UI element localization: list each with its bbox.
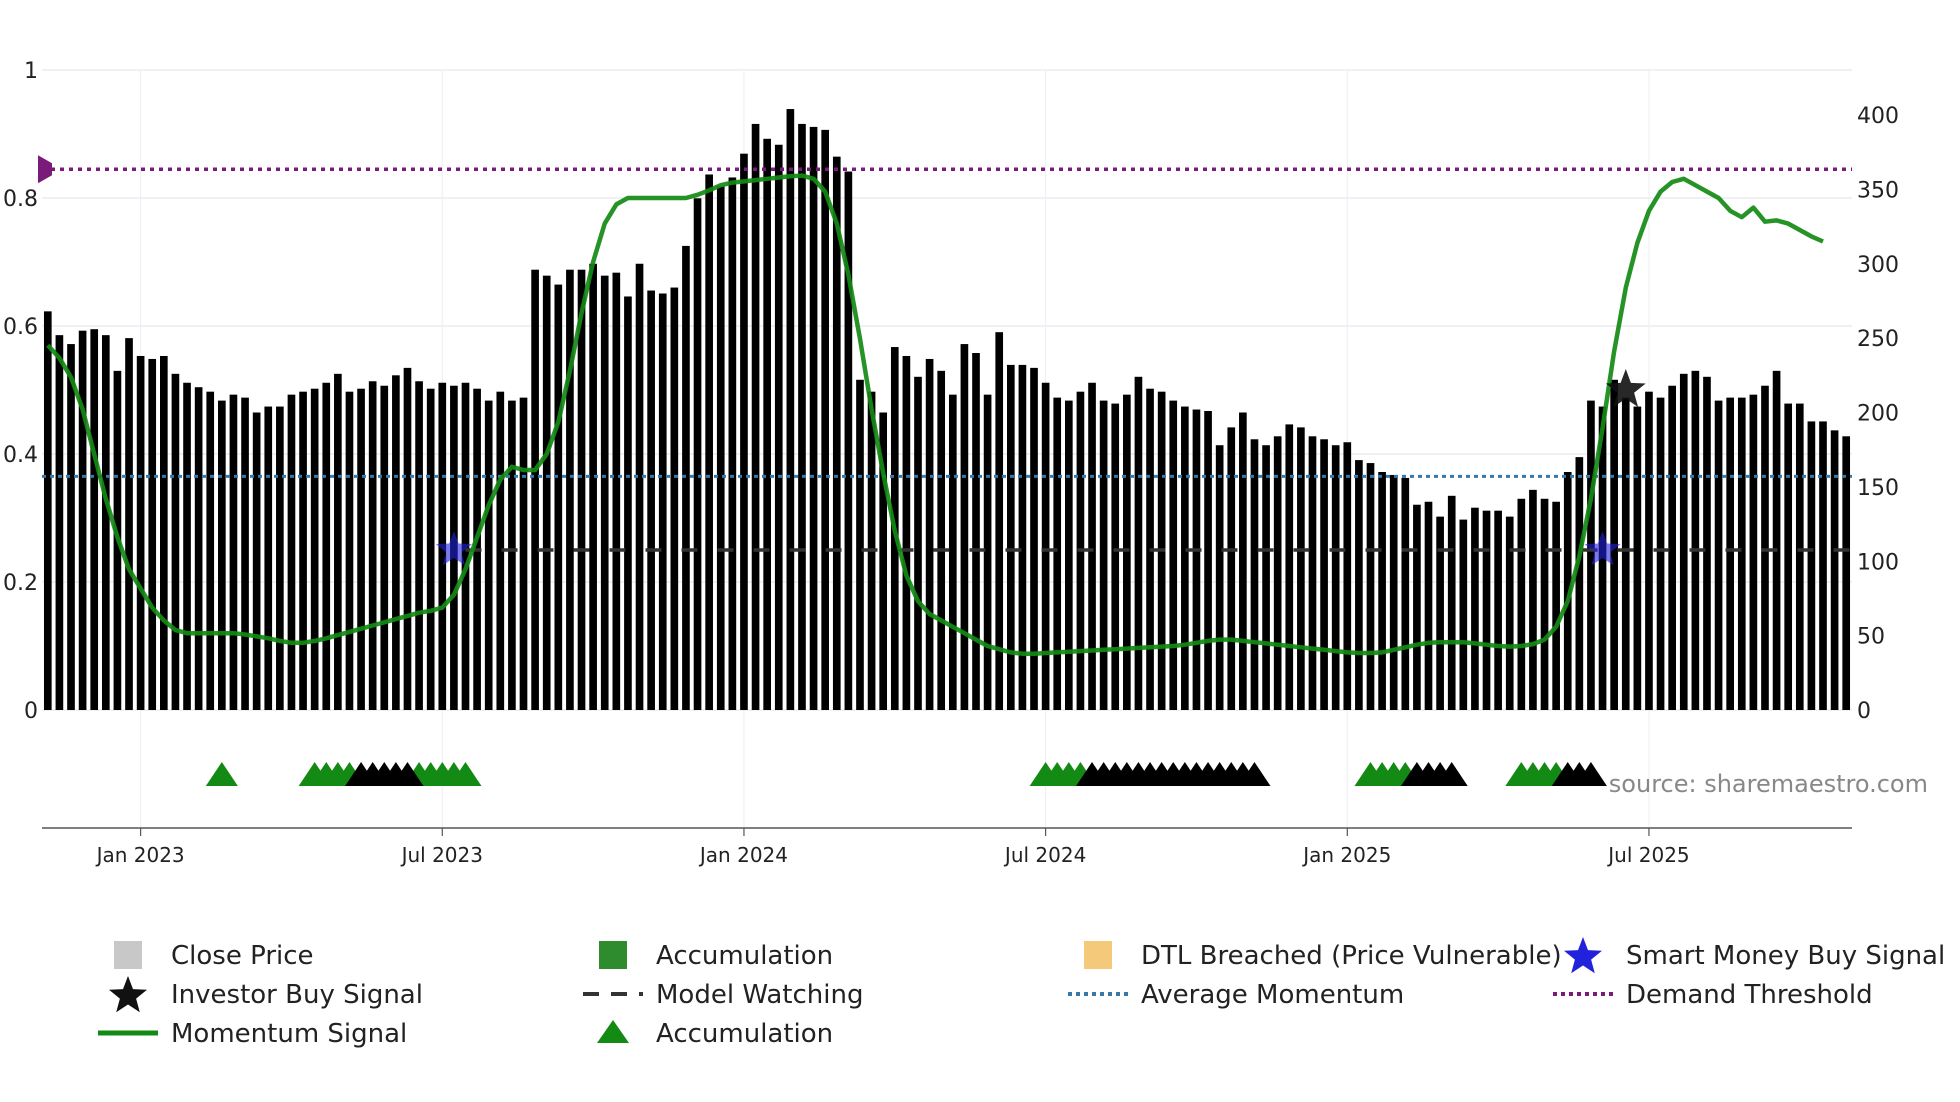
watch-triangle [391,762,424,786]
right-tick-label: 200 [1857,402,1899,427]
signal-markers [205,369,1646,786]
legend: Close Price Accumulation DTL Breached (Pri… [98,937,1945,1049]
legend-star-icon [109,976,147,1013]
right-tick-label: 100 [1857,550,1899,575]
legend-label: Investor Buy Signal [171,980,423,1010]
left-tick-label: 0.4 [3,443,38,468]
right-tick-label: 250 [1857,327,1899,352]
source-label: source: sharemaestro.com [1609,770,1928,798]
gridlines [42,69,1852,828]
legend-label: Close Price [171,941,314,971]
accumulation-triangle [449,762,482,786]
line-series [38,155,1852,656]
legend-label: Average Momentum [1141,980,1404,1010]
legend-label: Accumulation [656,941,833,971]
investor-buy-star [1605,369,1646,407]
right-tick-label: 0 [1857,699,1871,724]
watch-triangle [1238,762,1271,786]
left-tick-label: 1 [24,59,38,84]
x-tick-label: Jan 2023 [95,843,185,867]
momentum-signal-line [46,173,1824,656]
right-tick-label: 50 [1857,625,1885,650]
legend-swatch [599,941,627,969]
x-tick-label: Jul 2025 [1606,843,1689,867]
left-tick-label: 0.8 [3,187,38,212]
legend-triangle-icon [597,1020,629,1043]
legend-swatch [114,941,142,969]
legend-label: Accumulation [656,1019,833,1049]
right-tick-label: 350 [1857,178,1899,203]
right-tick-label: 400 [1857,104,1899,129]
x-tick-label: Jan 2025 [1301,843,1391,867]
smart-money-buy-star [1584,531,1621,566]
demand-threshold-marker [38,155,52,184]
legend-label: Model Watching [656,980,863,1010]
watch-triangle [1435,762,1468,786]
axes: 0 0.2 0.4 0.6 0.8 1 0 50 100 150 200 250 300 350 400 Ja… [3,59,1899,867]
right-tick-label: 150 [1857,476,1899,501]
x-tick-label: Jul 2024 [1003,843,1086,867]
bar-series [43,109,1851,711]
x-tick-label: Jul 2023 [400,843,483,867]
right-tick-label: 300 [1857,253,1899,278]
left-tick-label: 0 [24,699,38,724]
legend-label: Demand Threshold [1626,980,1873,1010]
legend-star-icon [1564,937,1602,974]
watch-triangle [1574,762,1607,786]
legend-label: Momentum Signal [171,1019,407,1049]
legend-label: Smart Money Buy Signal [1626,941,1945,971]
x-tick-label: Jan 2024 [698,843,788,867]
accumulation-triangle [205,762,238,786]
left-tick-label: 0.6 [3,315,38,340]
legend-label: DTL Breached (Price Vulnerable) [1141,941,1562,971]
smart-money-buy-star [435,531,472,566]
left-tick-label: 0.2 [3,571,38,596]
legend-swatch [1084,941,1112,969]
